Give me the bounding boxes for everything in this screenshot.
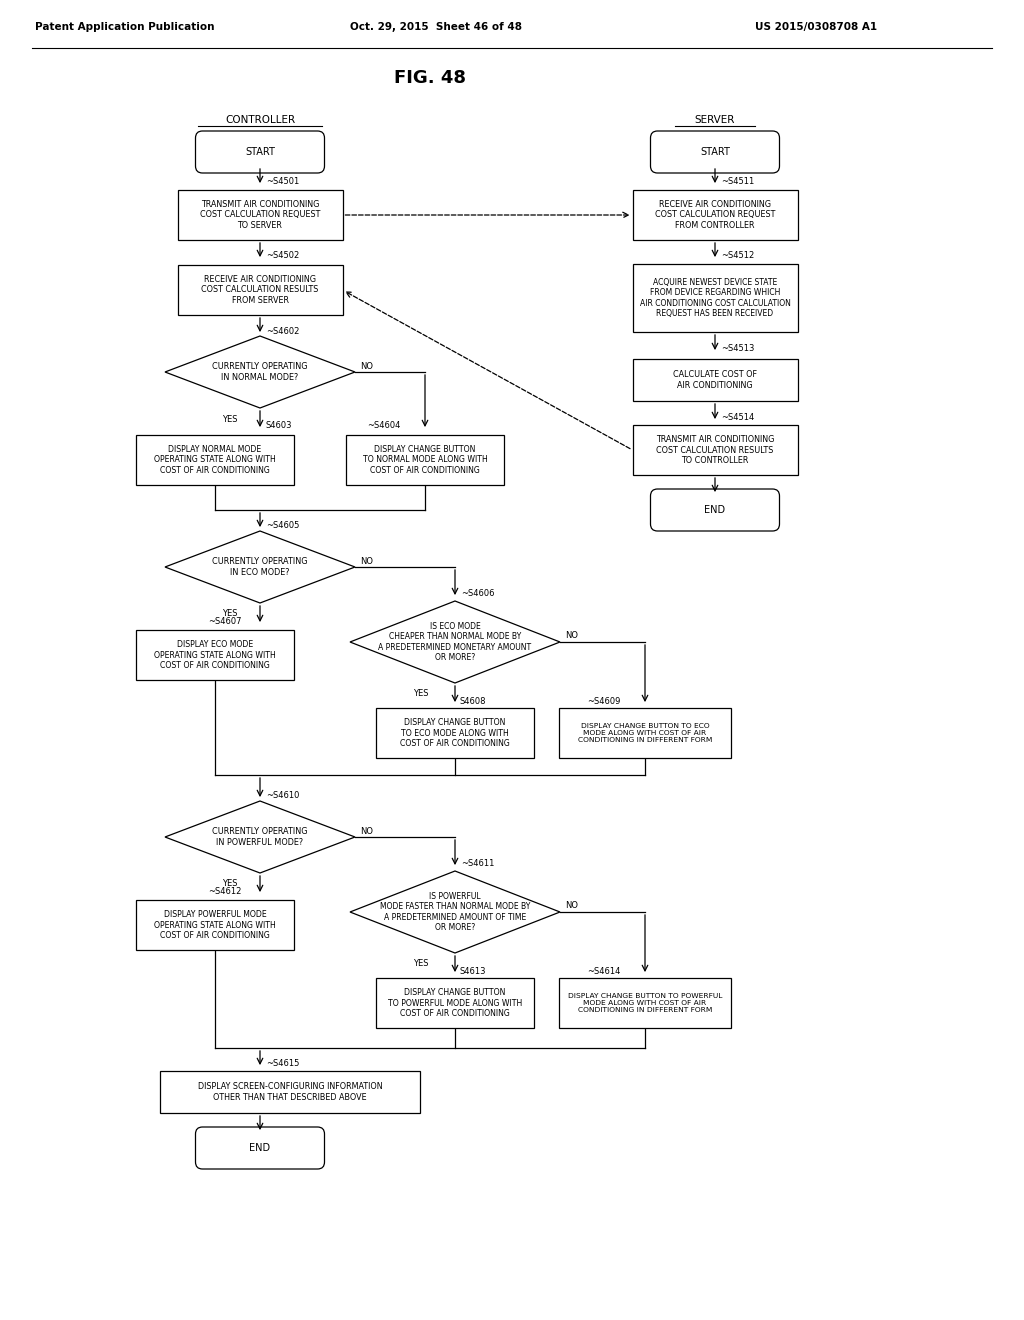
FancyBboxPatch shape <box>177 265 342 315</box>
Text: DISPLAY CHANGE BUTTON
TO NORMAL MODE ALONG WITH
COST OF AIR CONDITIONING: DISPLAY CHANGE BUTTON TO NORMAL MODE ALO… <box>362 445 487 475</box>
Text: Patent Application Publication: Patent Application Publication <box>35 22 214 32</box>
Text: S4613: S4613 <box>460 966 486 975</box>
Text: ACQUIRE NEWEST DEVICE STATE
FROM DEVICE REGARDING WHICH
AIR CONDITIONING COST CA: ACQUIRE NEWEST DEVICE STATE FROM DEVICE … <box>640 279 791 318</box>
Text: NO: NO <box>565 631 578 640</box>
Text: START: START <box>700 147 730 157</box>
Text: ~S4609: ~S4609 <box>587 697 621 705</box>
FancyBboxPatch shape <box>136 900 294 950</box>
FancyBboxPatch shape <box>376 978 534 1028</box>
FancyBboxPatch shape <box>376 708 534 758</box>
FancyBboxPatch shape <box>196 131 325 173</box>
FancyBboxPatch shape <box>160 1071 420 1113</box>
Text: END: END <box>705 506 726 515</box>
Text: ~S4606: ~S4606 <box>461 590 495 598</box>
FancyBboxPatch shape <box>633 425 798 475</box>
Text: DISPLAY CHANGE BUTTON
TO POWERFUL MODE ALONG WITH
COST OF AIR CONDITIONING: DISPLAY CHANGE BUTTON TO POWERFUL MODE A… <box>388 989 522 1018</box>
Text: Oct. 29, 2015  Sheet 46 of 48: Oct. 29, 2015 Sheet 46 of 48 <box>350 22 522 32</box>
Text: CONTROLLER: CONTROLLER <box>225 115 295 125</box>
Text: YES: YES <box>222 879 238 888</box>
FancyBboxPatch shape <box>650 131 779 173</box>
Text: DISPLAY CHANGE BUTTON TO ECO
MODE ALONG WITH COST OF AIR
CONDITIONING IN DIFFERE: DISPLAY CHANGE BUTTON TO ECO MODE ALONG … <box>578 723 712 743</box>
Text: NO: NO <box>565 902 578 911</box>
Text: ~S4511: ~S4511 <box>721 177 755 186</box>
Text: YES: YES <box>413 689 428 698</box>
Text: TRANSMIT AIR CONDITIONING
COST CALCULATION RESULTS
TO CONTROLLER: TRANSMIT AIR CONDITIONING COST CALCULATI… <box>655 436 774 465</box>
Polygon shape <box>165 337 355 408</box>
FancyBboxPatch shape <box>196 1127 325 1170</box>
Text: RECEIVE AIR CONDITIONING
COST CALCULATION RESULTS
FROM SERVER: RECEIVE AIR CONDITIONING COST CALCULATIO… <box>202 275 318 305</box>
FancyBboxPatch shape <box>136 630 294 680</box>
Text: ~S4501: ~S4501 <box>266 177 299 186</box>
Text: NO: NO <box>360 362 373 371</box>
Text: ~S4607: ~S4607 <box>208 616 242 626</box>
Text: TRANSMIT AIR CONDITIONING
COST CALCULATION REQUEST
TO SERVER: TRANSMIT AIR CONDITIONING COST CALCULATI… <box>200 201 321 230</box>
Text: DISPLAY POWERFUL MODE
OPERATING STATE ALONG WITH
COST OF AIR CONDITIONING: DISPLAY POWERFUL MODE OPERATING STATE AL… <box>155 909 275 940</box>
Polygon shape <box>165 531 355 603</box>
FancyBboxPatch shape <box>559 978 731 1028</box>
Text: NO: NO <box>360 826 373 836</box>
Text: US 2015/0308708 A1: US 2015/0308708 A1 <box>755 22 878 32</box>
Text: DISPLAY SCREEN-CONFIGURING INFORMATION
OTHER THAN THAT DESCRIBED ABOVE: DISPLAY SCREEN-CONFIGURING INFORMATION O… <box>198 1082 382 1102</box>
FancyBboxPatch shape <box>633 190 798 240</box>
FancyBboxPatch shape <box>650 488 779 531</box>
Text: YES: YES <box>222 414 238 424</box>
Text: CURRENTLY OPERATING
IN NORMAL MODE?: CURRENTLY OPERATING IN NORMAL MODE? <box>212 362 308 381</box>
Text: IS POWERFUL
MODE FASTER THAN NORMAL MODE BY
A PREDETERMINED AMOUNT OF TIME
OR MO: IS POWERFUL MODE FASTER THAN NORMAL MODE… <box>380 892 530 932</box>
FancyBboxPatch shape <box>346 436 504 484</box>
Text: DISPLAY NORMAL MODE
OPERATING STATE ALONG WITH
COST OF AIR CONDITIONING: DISPLAY NORMAL MODE OPERATING STATE ALON… <box>155 445 275 475</box>
Polygon shape <box>350 601 560 682</box>
FancyBboxPatch shape <box>633 359 798 401</box>
Text: CALCULATE COST OF
AIR CONDITIONING: CALCULATE COST OF AIR CONDITIONING <box>673 371 757 389</box>
Text: YES: YES <box>413 960 428 969</box>
Polygon shape <box>350 871 560 953</box>
Text: ~S4612: ~S4612 <box>208 887 242 895</box>
FancyBboxPatch shape <box>177 190 342 240</box>
Text: ~S4604: ~S4604 <box>367 421 400 430</box>
Text: CURRENTLY OPERATING
IN POWERFUL MODE?: CURRENTLY OPERATING IN POWERFUL MODE? <box>212 828 308 846</box>
FancyBboxPatch shape <box>136 436 294 484</box>
Text: END: END <box>250 1143 270 1152</box>
Polygon shape <box>165 801 355 873</box>
Text: ~S4615: ~S4615 <box>266 1060 299 1068</box>
Text: YES: YES <box>222 610 238 619</box>
Text: S4608: S4608 <box>460 697 486 705</box>
Text: S4603: S4603 <box>266 421 293 430</box>
Text: ~S4502: ~S4502 <box>266 252 299 260</box>
FancyBboxPatch shape <box>559 708 731 758</box>
Text: ~S4512: ~S4512 <box>721 252 755 260</box>
FancyBboxPatch shape <box>633 264 798 333</box>
Text: DISPLAY ECO MODE
OPERATING STATE ALONG WITH
COST OF AIR CONDITIONING: DISPLAY ECO MODE OPERATING STATE ALONG W… <box>155 640 275 671</box>
Text: START: START <box>245 147 274 157</box>
Text: FIG. 48: FIG. 48 <box>394 69 466 87</box>
Text: IS ECO MODE
CHEAPER THAN NORMAL MODE BY
A PREDETERMINED MONETARY AMOUNT
OR MORE?: IS ECO MODE CHEAPER THAN NORMAL MODE BY … <box>379 622 531 663</box>
Text: ~S4514: ~S4514 <box>721 413 755 422</box>
Text: CURRENTLY OPERATING
IN ECO MODE?: CURRENTLY OPERATING IN ECO MODE? <box>212 557 308 577</box>
Text: ~S4614: ~S4614 <box>587 966 621 975</box>
Text: ~S4602: ~S4602 <box>266 326 299 335</box>
Text: ~S4605: ~S4605 <box>266 521 299 531</box>
Text: ~S4610: ~S4610 <box>266 792 299 800</box>
Text: RECEIVE AIR CONDITIONING
COST CALCULATION REQUEST
FROM CONTROLLER: RECEIVE AIR CONDITIONING COST CALCULATIO… <box>654 201 775 230</box>
Text: NO: NO <box>360 557 373 565</box>
Text: SERVER: SERVER <box>695 115 735 125</box>
Text: ~S4513: ~S4513 <box>721 345 755 354</box>
Text: ~S4611: ~S4611 <box>461 859 495 869</box>
Text: DISPLAY CHANGE BUTTON
TO ECO MODE ALONG WITH
COST OF AIR CONDITIONING: DISPLAY CHANGE BUTTON TO ECO MODE ALONG … <box>400 718 510 748</box>
Text: DISPLAY CHANGE BUTTON TO POWERFUL
MODE ALONG WITH COST OF AIR
CONDITIONING IN DI: DISPLAY CHANGE BUTTON TO POWERFUL MODE A… <box>568 993 722 1012</box>
